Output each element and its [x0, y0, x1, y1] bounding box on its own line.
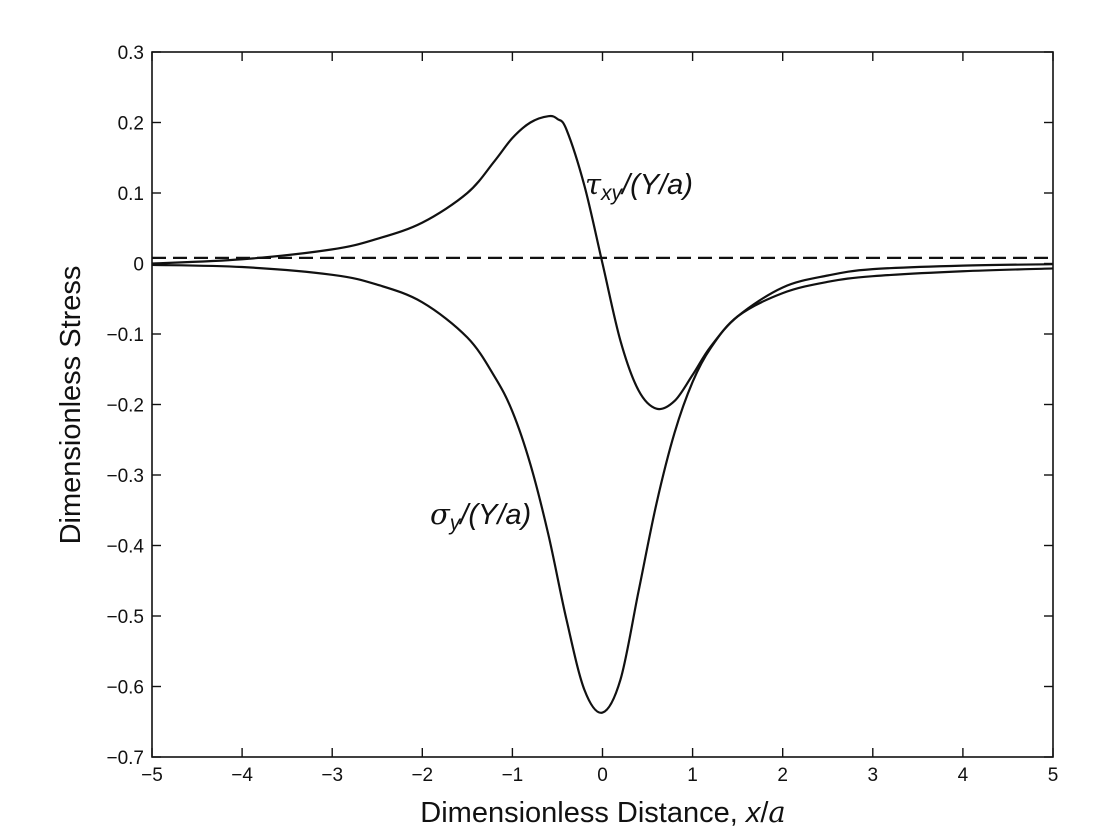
plot-frame	[151, 51, 1054, 758]
y-tick-label: −0.7	[106, 748, 144, 769]
tau-symbol: τ	[585, 167, 602, 201]
x-tick-label: 0	[597, 765, 608, 786]
y-tick-label: 0	[133, 255, 144, 276]
tau-xy-curve	[151, 114, 1054, 411]
tau-rest: /(Y/a)	[620, 169, 693, 201]
sigma-subscript: y	[448, 512, 462, 535]
x-tick-label: −4	[231, 765, 253, 786]
x-tick-label: 4	[958, 765, 969, 786]
x-tick-label: 1	[687, 765, 698, 786]
x-tick-label: −3	[321, 765, 343, 786]
y-tick-label: −0.5	[106, 607, 144, 628]
y-tick-label: 0.3	[118, 43, 144, 64]
y-axis-ticks: 0.3 0.2 0.1 0 −0.1 −0.2 −0.3 −0.4 −0.5 −0.6 −0.7	[106, 43, 1053, 769]
series-layer	[151, 114, 1054, 714]
x-tick-label: 3	[868, 765, 879, 786]
y-tick-label: −0.3	[106, 466, 144, 487]
tau-xy-label: τxy/(Y/a)	[585, 167, 693, 205]
sigma-symbol: σ	[430, 497, 451, 531]
x-tick-label: 5	[1048, 765, 1059, 786]
x-axis-title-x: x	[744, 797, 762, 829]
y-tick-label: −0.4	[106, 537, 144, 558]
y-axis-title: Dimensionless Stress	[55, 266, 87, 545]
x-tick-label: −1	[502, 765, 524, 786]
tau-subscript: xy	[600, 182, 624, 205]
y-tick-label: −0.2	[106, 396, 144, 417]
x-axis-title-slash: /	[760, 797, 769, 829]
x-axis-title: Dimensionless Distance, x/a	[420, 795, 785, 829]
x-axis-ticks: −5 −4 −3 −2 −1 0 1 2 3 4 5	[141, 52, 1058, 786]
y-tick-label: 0.1	[118, 184, 144, 205]
x-axis-title-a: a	[768, 795, 785, 829]
sigma-y-curve	[151, 263, 1054, 714]
y-tick-label: −0.6	[106, 678, 144, 699]
y-tick-label: 0.2	[118, 114, 144, 135]
sigma-y-label: σy/(Y/a)	[430, 497, 531, 535]
x-tick-label: −5	[141, 765, 163, 786]
x-axis-title-main: Dimensionless Distance,	[420, 797, 746, 829]
x-tick-label: −2	[411, 765, 433, 786]
y-tick-label: −0.1	[106, 325, 144, 346]
x-tick-label: 2	[777, 765, 788, 786]
sigma-rest: /(Y/a)	[458, 499, 531, 531]
